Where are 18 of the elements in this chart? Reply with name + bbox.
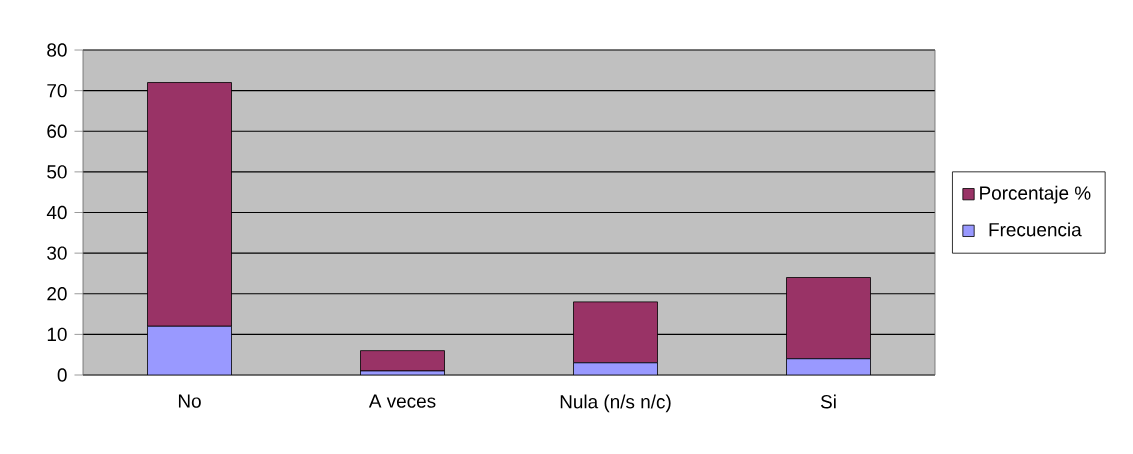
x-tick-label: No xyxy=(178,394,201,408)
y-tick-label: 50 xyxy=(47,165,67,179)
x-tick-label: Si xyxy=(820,394,836,409)
bar xyxy=(360,350,445,372)
y-tick-label: 0 xyxy=(57,368,67,382)
legend-label: Frecuencia xyxy=(989,222,1082,237)
y-tick-label: 80 xyxy=(47,43,67,57)
legend-label: Porcentaje % xyxy=(980,185,1091,204)
y-tick-label: 60 xyxy=(47,124,67,138)
x-tick-label: Nula (n/s n/c) xyxy=(560,394,671,413)
x-tick-label: A veces xyxy=(368,394,436,408)
y-tick-label: 30 xyxy=(47,246,67,260)
y-tick-label: 20 xyxy=(47,287,67,301)
y-tick-label: 40 xyxy=(46,205,67,220)
bar xyxy=(786,358,871,375)
y-tick-label: 70 xyxy=(47,83,67,98)
bar xyxy=(147,325,232,375)
y-tick-label: 10 xyxy=(47,327,67,342)
